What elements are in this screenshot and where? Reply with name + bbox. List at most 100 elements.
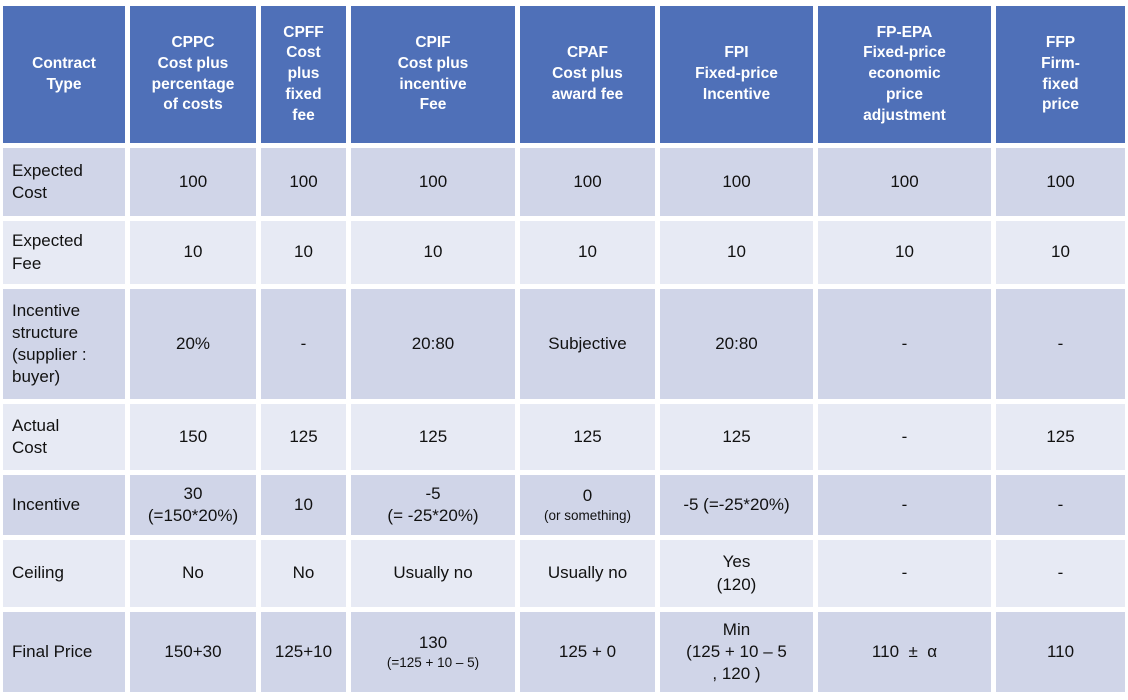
cell-text: Final Price [12, 641, 93, 661]
cell-ceiling-fp-epa: - [818, 540, 991, 607]
cell-text: 125 [573, 426, 602, 446]
cell-expected-fee-cpff: 10 [261, 221, 346, 284]
row-label-expected-cost: Expected Cost [3, 148, 125, 216]
cell-incentive-ffp: - [996, 475, 1125, 535]
cell-text: 20:80 [715, 333, 758, 353]
cell-expected-cost-cppc: 100 [130, 148, 256, 216]
cell-expected-fee-cpaf: 10 [520, 221, 655, 284]
cell-text: 10 [423, 242, 443, 262]
cell-text: 10 [727, 242, 746, 262]
cell-expected-cost-cpif: 100 [351, 148, 515, 216]
cell-text: 100 [1046, 171, 1075, 191]
cell-expected-cost-ffp: 100 [996, 148, 1125, 216]
row-label-actual-cost: Actual Cost [3, 404, 125, 470]
cell-text: 110 ± α [871, 641, 938, 661]
cell-incentive-fp-epa: - [818, 475, 991, 535]
cell-expected-fee-fpi: 10 [660, 221, 813, 284]
cell-text: CPAF Cost plus award fee [551, 44, 624, 103]
cell-text: 100 [178, 171, 208, 191]
cell-text: 150 [178, 426, 208, 446]
cell-expected-fee-cppc: 10 [130, 221, 256, 284]
cell-text: 10 [578, 242, 597, 262]
cell-actual-cost-fp-epa: - [818, 404, 991, 470]
cell-text: 110 [1046, 641, 1075, 661]
cell-text: 125 [418, 426, 448, 446]
cell-final-price-cpaf: 125 + 0 [520, 612, 655, 692]
cell-text: FPI Fixed-price Incentive [695, 44, 778, 103]
cell-final-price-ffp: 110 [996, 612, 1125, 692]
cell-text: 125 [289, 426, 318, 446]
row-label-incentive-structure-supplier-buyer: Incentive structure (supplier : buyer) [3, 289, 125, 399]
cell-final-price-cpff: 125+10 [261, 612, 346, 692]
cell-text: Incentive [12, 494, 81, 514]
cell-ceiling-cpif: Usually no [351, 540, 515, 607]
cell-incentive-structure-supplier-buyer-fpi: 20:80 [660, 289, 813, 399]
cell-text: Ceiling [12, 563, 64, 583]
cell-text: (=150*20%) [147, 506, 239, 525]
cell-text: FFP Firm- fixed price [1041, 33, 1080, 114]
cell-ceiling-cpaf: Usually no [520, 540, 655, 607]
cell-final-price-cpif: 130 (=125 + 10 – 5) [351, 612, 515, 692]
cell-expected-cost-cpff: 100 [261, 148, 346, 216]
cell-text: 100 [573, 171, 602, 191]
cell-text: (= -25*20%) [387, 506, 479, 525]
cell-text: 125 [722, 426, 751, 446]
cell-text: Usually no [547, 563, 628, 583]
cell-ceiling-cppc: No [130, 540, 256, 607]
cell-final-price-fpi: Min (125 + 10 – 5 , 120 ) [660, 612, 813, 692]
cell-text: No [292, 563, 315, 583]
cell-text: 130 [418, 632, 448, 652]
cell-expected-cost-cpaf: 100 [520, 148, 655, 216]
cell-text: 10 [294, 242, 313, 262]
cell-expected-cost-fpi: 100 [660, 148, 813, 216]
cell-text: - [901, 494, 908, 514]
col-header-cpaf: CPAF Cost plus award fee [520, 6, 655, 143]
cell-incentive-fpi: -5 (=-25*20%) [660, 475, 813, 535]
cell-ceiling-ffp: - [996, 540, 1125, 607]
cell-text: 10 [183, 242, 203, 262]
cell-text: 100 [722, 171, 751, 191]
cell-final-price-cppc: 150+30 [130, 612, 256, 692]
cell-text: (120) [716, 574, 757, 594]
cell-expected-fee-cpif: 10 [351, 221, 515, 284]
cell-text: 100 [890, 171, 919, 191]
cell-text: 100 [289, 171, 318, 191]
cell-text: 10 [895, 242, 914, 262]
row-label-final-price: Final Price [3, 612, 125, 692]
cell-actual-cost-cpff: 125 [261, 404, 346, 470]
cell-text: 150+30 [164, 641, 222, 661]
row-label-incentive: Incentive [3, 475, 125, 535]
cell-expected-fee-fp-epa: 10 [818, 221, 991, 284]
cell-actual-cost-fpi: 125 [660, 404, 813, 470]
cell-text: No [182, 563, 204, 583]
col-header-ffp: FFP Firm- fixed price [996, 6, 1125, 143]
cell-text: 125 + 0 [558, 641, 617, 661]
cell-text: - [901, 426, 908, 446]
cell-text: Yes [722, 552, 751, 572]
cell-text: (or something) [543, 507, 632, 523]
cell-text: 10 [1051, 242, 1070, 262]
cell-text: 20% [175, 333, 211, 353]
cell-incentive-structure-supplier-buyer-cpff: - [261, 289, 346, 399]
cell-text: CPPC Cost plus percentage of costs [151, 33, 235, 114]
col-header-contract-type: Contract Type [3, 6, 125, 143]
cell-text: - [300, 333, 307, 353]
cell-text: FP-EPA Fixed-price economic price adjust… [863, 23, 946, 124]
cell-incentive-cpif: -5 (= -25*20%) [351, 475, 515, 535]
cell-text: Expected Fee [12, 231, 83, 273]
cell-text: - [1057, 333, 1064, 353]
cell-text: - [1057, 494, 1064, 514]
row-label-ceiling: Ceiling [3, 540, 125, 607]
cell-text: Subjective [548, 333, 627, 353]
cell-text: 20:80 [411, 333, 455, 353]
cell-text: Contract Type [32, 54, 96, 93]
col-header-cpif: CPIF Cost plus incentive Fee [351, 6, 515, 143]
cell-expected-fee-ffp: 10 [996, 221, 1125, 284]
cell-incentive-structure-supplier-buyer-cppc: 20% [130, 289, 256, 399]
cell-ceiling-fpi: Yes (120) [660, 540, 813, 607]
cell-text: 100 [418, 171, 448, 191]
col-header-fpi: FPI Fixed-price Incentive [660, 6, 813, 143]
cell-text: - [901, 563, 908, 583]
cell-text: , 120 ) [712, 664, 761, 684]
